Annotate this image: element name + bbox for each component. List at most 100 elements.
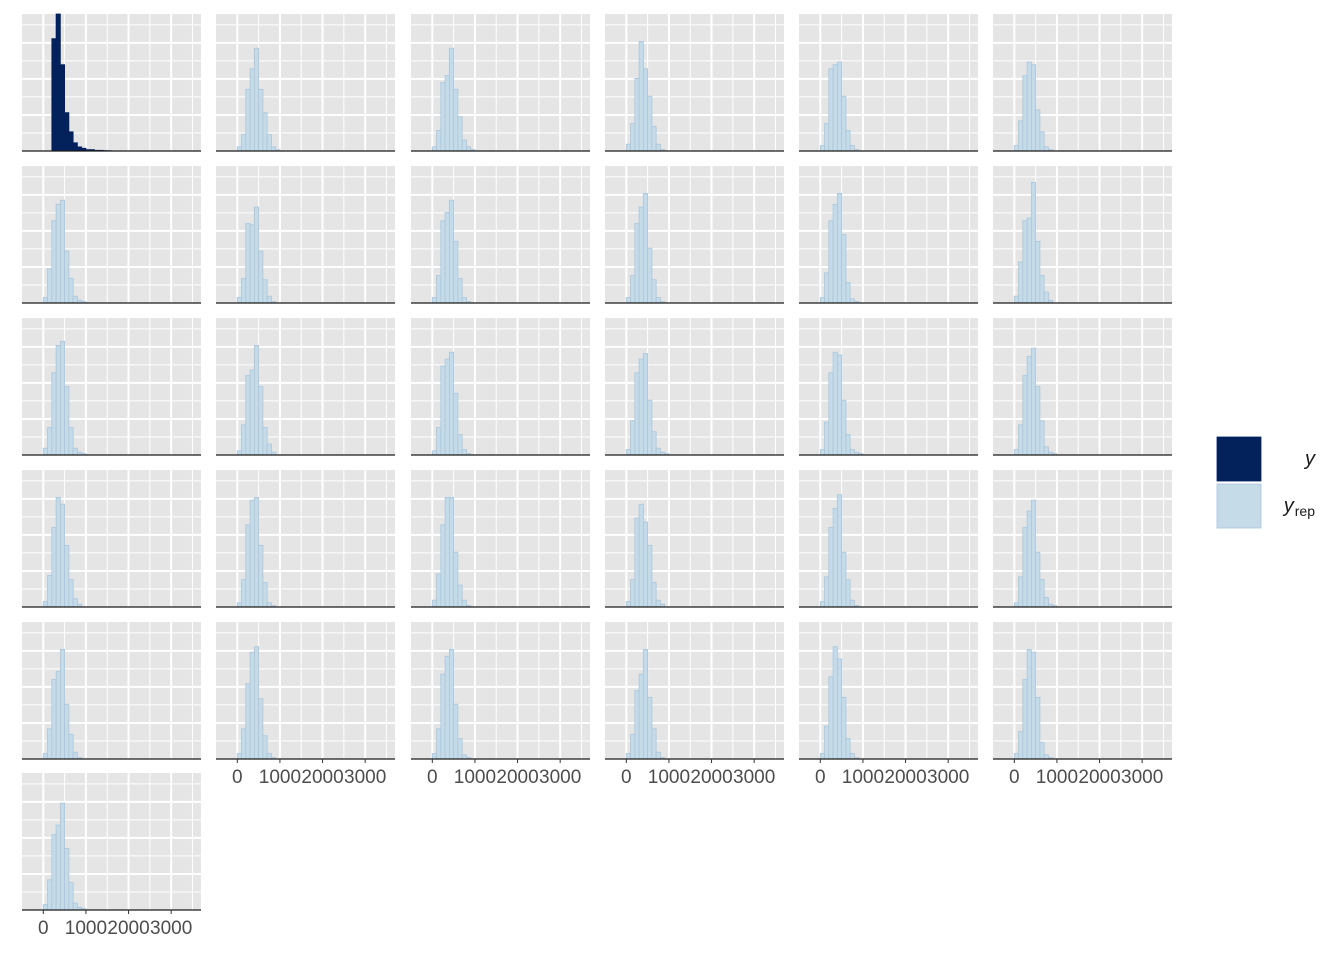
histogram-bar <box>444 358 450 456</box>
histogram-bar <box>253 496 260 608</box>
histogram-bar <box>461 449 467 456</box>
histogram-bar <box>634 690 640 760</box>
x-tick-label: 1000 <box>1036 767 1078 788</box>
histogram-bar <box>59 199 66 304</box>
histogram-bar <box>245 223 251 304</box>
histogram-bar <box>68 277 74 304</box>
histogram-panel <box>411 166 590 304</box>
histogram-bar <box>638 206 644 304</box>
histogram-bar <box>824 421 830 456</box>
grid-lines <box>799 622 978 759</box>
histogram-bar <box>436 130 442 152</box>
histogram-bar <box>266 602 272 608</box>
histogram-bar <box>47 268 53 304</box>
histogram-bar <box>655 751 661 760</box>
histogram-bar <box>453 88 459 152</box>
histogram-bar <box>655 297 661 304</box>
histogram-bar <box>436 728 442 760</box>
x-tick-label: 3000 <box>733 767 775 788</box>
histogram-bar <box>634 517 640 608</box>
histogram-bar <box>448 648 455 760</box>
histogram-bar <box>253 47 260 152</box>
histogram-bar <box>832 507 838 608</box>
histogram-bar <box>72 598 78 608</box>
histogram-bar <box>47 728 53 760</box>
histogram-bar <box>638 503 644 608</box>
histogram-bar <box>647 696 653 760</box>
histogram-bar <box>55 496 61 608</box>
histogram-bar <box>258 88 264 152</box>
histogram-bar <box>655 143 661 152</box>
histogram-bar <box>1013 602 1019 608</box>
histogram-bar <box>448 47 455 152</box>
histogram-bar <box>453 551 459 608</box>
histogram-bar <box>651 431 657 456</box>
histogram-bar <box>77 146 83 152</box>
histogram-panel <box>993 318 1172 456</box>
histogram-panel <box>22 622 201 760</box>
panel-background <box>216 14 395 151</box>
histogram-bar <box>849 599 855 608</box>
histogram-bar <box>457 738 463 760</box>
histogram-bar <box>1026 510 1032 608</box>
histogram-bar <box>253 344 260 456</box>
histogram-bar <box>236 297 242 304</box>
histogram-bar <box>72 142 78 152</box>
histogram-bar <box>55 13 61 152</box>
histogram-bar <box>655 447 661 456</box>
histogram-panel <box>993 470 1172 608</box>
histogram-bar <box>1013 145 1019 152</box>
histogram-bar <box>1022 220 1028 304</box>
histogram-bar <box>236 753 242 760</box>
histogram-bar <box>51 834 57 911</box>
histogram-panel <box>799 14 978 152</box>
histogram-bar <box>453 240 459 304</box>
histogram-bar <box>55 670 61 760</box>
histogram-bar <box>1022 75 1028 152</box>
histogram-panel: 0 1000 2000 3000 <box>799 622 978 788</box>
histogram-bar <box>47 575 53 608</box>
histogram-bar <box>266 443 272 456</box>
histogram-bar <box>262 427 268 456</box>
histogram-bar <box>51 38 57 152</box>
histogram-bar <box>266 753 272 760</box>
histogram-panel <box>216 166 395 304</box>
histogram-bar <box>1022 375 1028 456</box>
histogram-bar <box>68 427 74 456</box>
histogram-bar <box>236 450 242 456</box>
histogram-bar <box>841 696 847 760</box>
histogram-bar <box>849 449 855 456</box>
x-tick-label: 2000 <box>496 767 538 788</box>
histogram-panel <box>993 14 1172 152</box>
histogram-bar <box>1035 696 1041 760</box>
histogram-bar <box>824 576 830 608</box>
x-tick-label: 3000 <box>1121 767 1163 788</box>
histogram-bar <box>1043 597 1049 608</box>
histogram-bar <box>655 599 661 608</box>
histogram-bar <box>431 753 437 760</box>
histogram-bar <box>68 733 74 760</box>
histogram-bar <box>651 581 657 608</box>
histogram-bar <box>55 824 61 911</box>
histogram-bar <box>245 375 251 456</box>
histogram-bar <box>51 220 57 304</box>
histogram-bar <box>436 275 442 304</box>
legend-label-yrep: yrep <box>1282 495 1315 519</box>
histogram-panel <box>411 14 590 152</box>
histogram-bar <box>651 279 657 304</box>
histogram-panel: 0 1000 2000 3000 <box>216 622 395 788</box>
histogram-bar <box>642 68 649 152</box>
grid-lines <box>411 622 590 759</box>
histogram-bar <box>638 40 644 152</box>
histogram-bar <box>42 753 48 760</box>
histogram-bar <box>634 77 640 152</box>
histogram-bar <box>819 753 825 760</box>
histogram-bar <box>461 599 467 608</box>
x-tick-label: 0 <box>38 918 49 939</box>
histogram-bar <box>461 139 467 152</box>
histogram-bar <box>271 146 277 152</box>
histogram-bar <box>55 344 61 456</box>
histogram-bar <box>42 904 48 911</box>
histogram-bar <box>59 648 66 760</box>
histogram-bar <box>444 212 450 304</box>
